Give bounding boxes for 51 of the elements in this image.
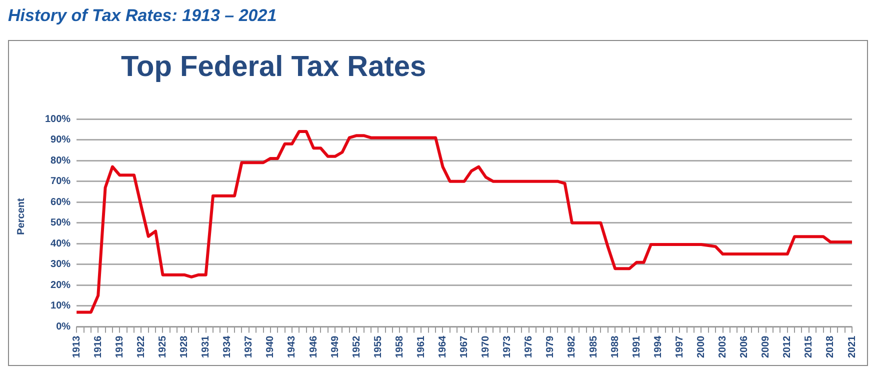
x-tick-label: 1979 bbox=[545, 335, 556, 358]
x-tick-label: 2015 bbox=[804, 335, 815, 358]
y-axis-title: Percent bbox=[16, 198, 27, 235]
x-tick-label: 1949 bbox=[330, 335, 341, 358]
y-tick-label: 70% bbox=[50, 176, 71, 188]
y-tick-label: 90% bbox=[50, 134, 71, 146]
x-tick-label: 1946 bbox=[308, 335, 320, 358]
x-tick-label: 1970 bbox=[480, 335, 492, 358]
x-tick-label: 1958 bbox=[394, 335, 406, 358]
x-tick-label: 1934 bbox=[222, 335, 234, 358]
x-tick-label: 1982 bbox=[566, 335, 578, 358]
x-tick-label: 2018 bbox=[825, 335, 836, 358]
x-tick-label: 2000 bbox=[696, 335, 707, 358]
x-tick-label: 1955 bbox=[372, 335, 384, 358]
x-tick-label: 2009 bbox=[760, 335, 772, 358]
x-tick-label: 1985 bbox=[588, 335, 600, 358]
y-tick-label: 30% bbox=[50, 259, 71, 270]
y-tick-label: 20% bbox=[50, 280, 71, 291]
y-tick-label: 80% bbox=[50, 155, 71, 166]
x-tick-label: 1991 bbox=[631, 335, 642, 358]
x-tick-label: 1928 bbox=[179, 335, 190, 358]
x-tick-label: 2012 bbox=[782, 335, 794, 358]
x-tick-label: 2021 bbox=[846, 335, 858, 358]
chart-title: History of Tax Rates: 1913 – 2021 bbox=[8, 6, 277, 26]
x-tick-label: 1952 bbox=[351, 335, 362, 358]
x-tick-label: 1919 bbox=[114, 335, 126, 358]
y-tick-label: 40% bbox=[50, 238, 71, 250]
x-tick-label: 1976 bbox=[524, 335, 535, 358]
x-tick-label: 1997 bbox=[674, 335, 686, 358]
x-tick-label: 1925 bbox=[157, 335, 168, 358]
x-tick-label: 1988 bbox=[610, 335, 621, 358]
x-tick-label: 1973 bbox=[502, 335, 514, 358]
x-tick-label: 1994 bbox=[652, 335, 664, 358]
x-tick-label: 2003 bbox=[718, 335, 729, 358]
y-tick-label: 100% bbox=[45, 114, 71, 125]
x-tick-label: 1937 bbox=[244, 335, 255, 358]
y-tick-label: 60% bbox=[50, 196, 71, 208]
x-tick-label: 1913 bbox=[71, 335, 82, 358]
chart-subtitle: Top Federal Tax Rates bbox=[121, 51, 426, 84]
x-tick-label: 1931 bbox=[200, 335, 212, 358]
y-tick-label: 50% bbox=[50, 218, 71, 229]
x-tick-label: 1922 bbox=[136, 335, 147, 358]
x-tick-label: 1964 bbox=[438, 335, 448, 358]
x-tick-label: 1943 bbox=[286, 335, 298, 358]
x-tick-label: 1967 bbox=[459, 335, 470, 358]
x-tick-label: 1916 bbox=[92, 335, 104, 358]
y-tick-label: 10% bbox=[50, 300, 71, 312]
x-tick-label: 2006 bbox=[739, 335, 750, 358]
x-tick-label: 1961 bbox=[416, 335, 427, 358]
x-tick-label: 1940 bbox=[265, 335, 276, 358]
y-tick-label: 0% bbox=[56, 322, 71, 333]
